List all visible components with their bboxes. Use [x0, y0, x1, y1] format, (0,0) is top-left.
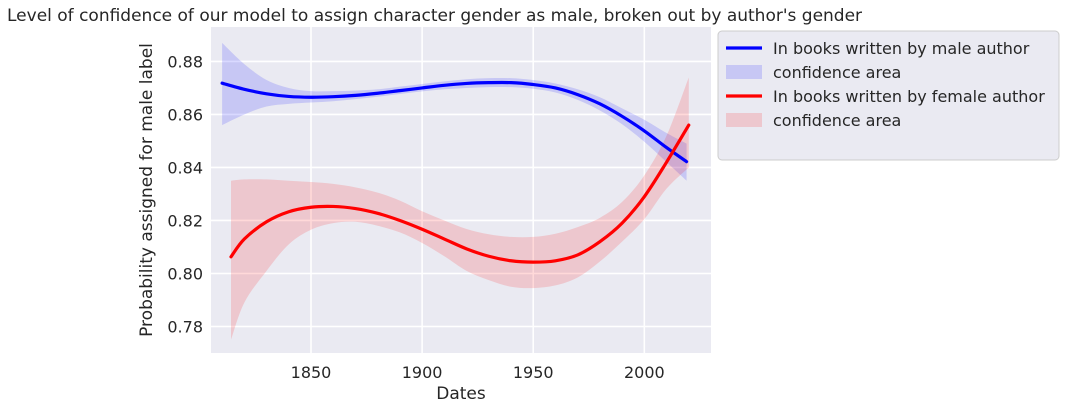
y-tick-label: 0.80	[167, 264, 203, 283]
x-tick-label: 1900	[402, 363, 443, 382]
series-line-male	[220, 80, 689, 164]
grid	[211, 27, 711, 353]
chart-title: Level of confidence of our model to assi…	[7, 6, 862, 26]
series-line-female	[229, 123, 691, 264]
legend-label: In books written by male author	[773, 39, 1030, 58]
y-tick-labels: 0.78 0.80 0.82 0.84 0.86 0.88	[167, 52, 203, 336]
x-tick-label: 1850	[291, 363, 332, 382]
series-lines	[220, 80, 691, 264]
legend-box	[717, 30, 1060, 161]
x-tick-labels: 1850 1900 1950 2000	[291, 363, 665, 382]
y-tick-label: 0.84	[167, 158, 203, 177]
x-axis-label: Dates	[436, 384, 486, 404]
y-tick-label: 0.82	[167, 211, 203, 230]
confidence-band-female	[231, 77, 689, 340]
legend-patch-swatch	[726, 113, 762, 127]
legend-label: confidence area	[773, 63, 901, 82]
legend-patch-swatch	[726, 65, 762, 79]
confidence-bands	[222, 42, 689, 340]
legend: In books written by male author confidenc…	[717, 30, 1060, 161]
x-tick-label: 2000	[624, 363, 665, 382]
x-tick-label: 1950	[513, 363, 554, 382]
y-axis-label: Probability assigned for male label	[137, 43, 157, 337]
plot-area	[211, 27, 711, 353]
y-tick-label: 0.86	[167, 105, 203, 124]
legend-label: confidence area	[773, 111, 901, 130]
y-tick-label: 0.78	[167, 317, 203, 336]
y-tick-label: 0.88	[167, 52, 203, 71]
legend-label: In books written by female author	[773, 87, 1045, 106]
